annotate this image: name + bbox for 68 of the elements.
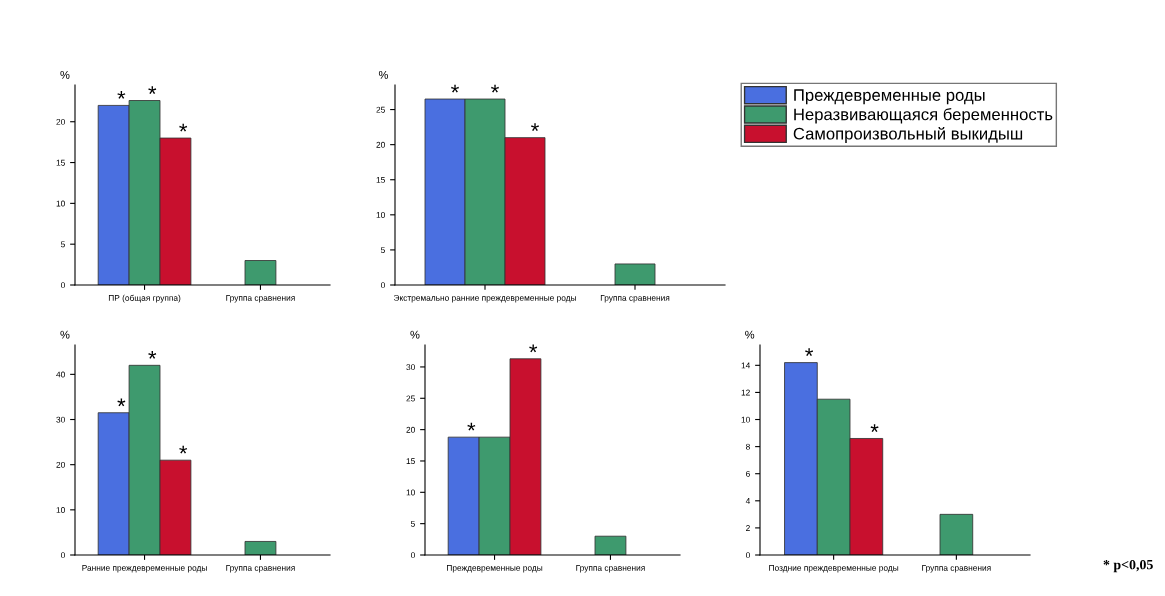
y-tick-label: 20	[376, 141, 385, 148]
x-tick-label: Ранние преждевременные роды	[82, 565, 207, 573]
y-tick-label: 0	[60, 282, 65, 289]
data-label: *	[870, 424, 879, 432]
y-tick-label: 5	[60, 241, 65, 248]
x-tick-label: Преждевременные роды	[447, 565, 543, 573]
y-tick-label: 25	[376, 106, 385, 113]
data-label: *	[117, 91, 126, 99]
y-tick-label: 0	[60, 552, 65, 559]
y-tick-label: 10	[376, 212, 385, 218]
y-tick-label: 10	[56, 507, 65, 513]
text: * p<0,05	[1103, 559, 1153, 573]
y-tick-label: 20	[56, 461, 65, 468]
y-axis-title: %	[410, 330, 420, 339]
data-label: *	[529, 344, 538, 353]
data-label: *	[179, 445, 188, 454]
y-tick-label: 40	[56, 371, 65, 378]
y-axis-title: %	[60, 70, 70, 79]
data-label: *	[491, 84, 499, 93]
data-label: *	[148, 86, 157, 94]
y-axis-title: %	[745, 330, 755, 339]
legend-label: Неразвивающаяся беременность	[794, 107, 1053, 124]
data-label: *	[451, 84, 459, 93]
y-tick-label: 5	[380, 247, 385, 254]
data-label: *	[467, 422, 476, 431]
x-tick-label: Поздние преждевременные роды	[769, 565, 899, 573]
y-tick-label: 12	[741, 389, 750, 396]
y-tick-label: 5	[410, 520, 415, 527]
y-tick-label: 4	[745, 498, 751, 504]
x-tick-label: Группа сравнения	[922, 565, 991, 573]
data-label: *	[148, 350, 157, 359]
y-tick-label: 10	[741, 416, 750, 423]
x-tick-label: Группа сравнения	[226, 565, 295, 573]
data-label: *	[117, 398, 126, 407]
y-tick-label: 2	[746, 525, 750, 531]
bar	[594, 535, 627, 555]
bar	[939, 513, 974, 555]
x-tick-label: Группа сравнения	[576, 565, 645, 573]
y-tick-label: 15	[406, 458, 415, 465]
y-tick-label: 14	[741, 362, 751, 369]
y-tick-label: 15	[376, 177, 385, 183]
y-tick-label: 6	[746, 470, 750, 477]
y-tick-label: 10	[56, 200, 65, 207]
y-axis-title: %	[378, 70, 388, 79]
bar	[614, 263, 656, 285]
x-tick-label: Экстремально ранние преждевременные роды	[393, 294, 576, 303]
y-tick-label: 10	[406, 489, 415, 496]
y-tick-label: 15	[56, 159, 65, 166]
y-axis-title: %	[60, 330, 70, 339]
y-tick-label: 0	[745, 552, 750, 559]
data-label: *	[805, 348, 814, 357]
y-tick-label: 8	[746, 443, 750, 450]
data-label: *	[179, 123, 188, 132]
x-tick-label: Группа сравнения	[226, 295, 295, 303]
y-tick-label: 30	[406, 364, 415, 371]
y-tick-label: 30	[56, 416, 65, 423]
y-tick-label: 20	[56, 118, 65, 125]
x-tick-label: ПР (общая группа)	[108, 294, 181, 303]
y-tick-label: 25	[406, 395, 415, 402]
bar	[244, 260, 277, 285]
y-tick-label: 0	[380, 282, 385, 289]
data-label: *	[531, 123, 539, 132]
y-tick-label: 0	[410, 552, 415, 559]
bar	[244, 541, 277, 555]
x-tick-label: Группа сравнения	[600, 295, 670, 303]
legend-label: Самопроизвольный выкидыш	[793, 127, 1023, 143]
legend-label: Преждевременные роды	[794, 89, 985, 105]
y-tick-label: 20	[406, 426, 415, 433]
